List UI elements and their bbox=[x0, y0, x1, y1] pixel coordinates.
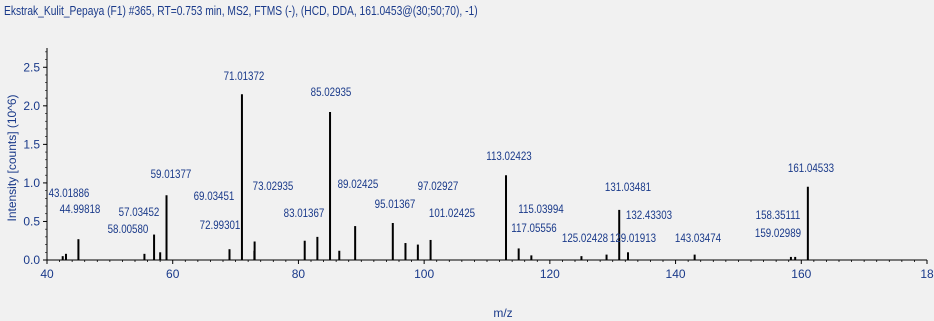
peak-label: 97.02927 bbox=[418, 180, 459, 193]
peak-label: 129.01913 bbox=[610, 232, 656, 245]
peak-label: 83.01367 bbox=[284, 207, 325, 220]
peak-label: 158.35111 bbox=[756, 209, 801, 222]
peak-labels: 43.01886 44.99818 57.03452 58.00580 59.01377… bbox=[49, 70, 834, 245]
peak-label: 115.03994 bbox=[518, 203, 563, 216]
peak-label: 89.02425 bbox=[338, 178, 379, 191]
axes: 40 60 80 100 120 140 160 18 0.0 0.5 1.0 1.5 2.0 2.5 bbox=[23, 48, 934, 281]
x-tick-label: 120 bbox=[540, 267, 560, 281]
peak-label: 161.04533 bbox=[788, 162, 834, 175]
x-tick-label: 40 bbox=[40, 267, 54, 281]
x-tick-label: 80 bbox=[292, 267, 306, 281]
y-tick-label: 2.5 bbox=[23, 60, 40, 74]
peak-label: 59.01377 bbox=[151, 168, 192, 181]
peak-label: 43.01886 bbox=[49, 187, 90, 200]
peaks bbox=[61, 94, 809, 260]
x-tick-label: 18 bbox=[920, 267, 934, 281]
peak-label: 58.00580 bbox=[108, 223, 149, 236]
peak-label: 95.01367 bbox=[375, 198, 416, 211]
peak-label: 143.03474 bbox=[675, 232, 721, 245]
peak-label: 117.05556 bbox=[511, 222, 556, 235]
peak-label: 159.02989 bbox=[755, 227, 801, 240]
x-tick-label: 140 bbox=[666, 267, 686, 281]
peak-label: 57.03452 bbox=[119, 206, 160, 219]
y-tick-label: 1.0 bbox=[23, 176, 40, 190]
y-tick-label: 0.0 bbox=[23, 253, 40, 267]
peak-label: 125.02428 bbox=[562, 232, 608, 245]
y-tick-label: 0.5 bbox=[23, 214, 40, 228]
x-tick-label: 60 bbox=[166, 267, 180, 281]
chart-title: Ekstrak_Kulit_Pepaya (F1) #365, RT=0.753… bbox=[4, 4, 478, 18]
peak-label: 69.03451 bbox=[194, 190, 235, 203]
y-tick-label: 2.0 bbox=[23, 99, 40, 113]
peak-label: 72.99301 bbox=[200, 219, 241, 232]
peak-label: 132.43303 bbox=[626, 209, 672, 222]
peak-label: 73.02935 bbox=[253, 180, 294, 193]
y-tick-label: 1.5 bbox=[23, 137, 40, 151]
y-axis-label: Intensity [counts] (10^6) bbox=[5, 94, 19, 221]
peak-label: 71.01372 bbox=[224, 70, 265, 83]
x-axis-label: m/z bbox=[493, 306, 512, 320]
x-tick-label: 160 bbox=[791, 267, 811, 281]
x-tick-label: 100 bbox=[414, 267, 434, 281]
peak-label: 44.99818 bbox=[60, 203, 101, 216]
peak-label: 131.03481 bbox=[605, 181, 651, 194]
peak-label: 85.02935 bbox=[311, 86, 352, 99]
peak-label: 101.02425 bbox=[429, 207, 475, 220]
peak-label: 113.02423 bbox=[486, 150, 531, 163]
